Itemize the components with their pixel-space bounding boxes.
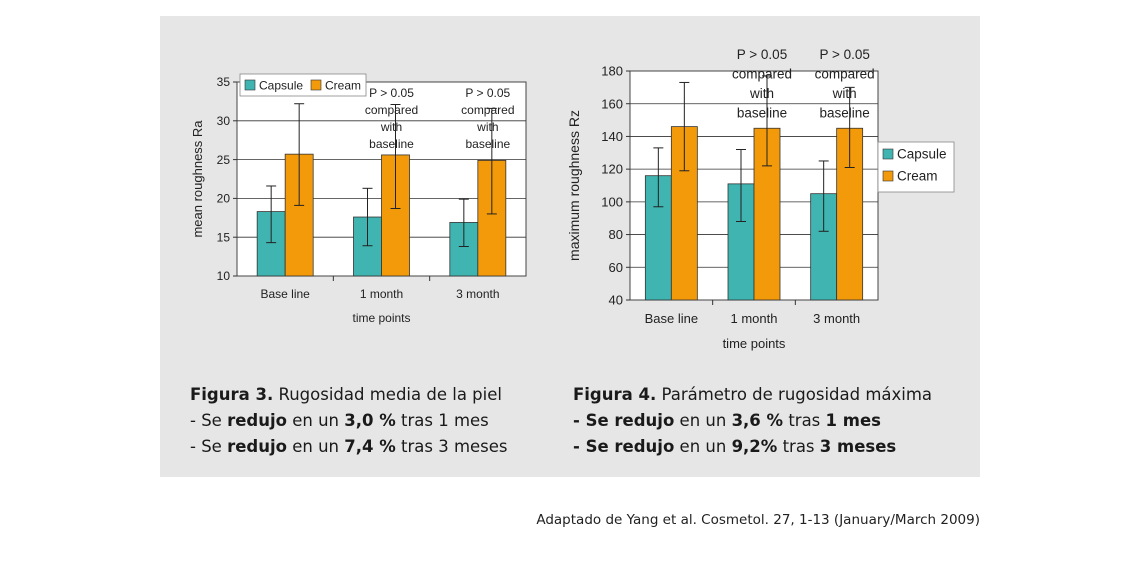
y-tick-label: 30: [217, 114, 231, 128]
y-tick-label: 180: [601, 64, 623, 79]
caption-text: en un: [674, 411, 732, 430]
annotation-text: P > 0.05: [465, 86, 510, 100]
caption-figure-3-line-1: - Se redujo en un 3,0 % tras 1 mes: [190, 408, 550, 434]
caption-figure-4: Figura 4. Parámetro de rugosidad máxima …: [573, 382, 963, 460]
annotation-text: with: [476, 120, 498, 134]
y-tick-label: 40: [609, 293, 623, 308]
y-tick-label: 10: [217, 269, 231, 283]
annotation-text: with: [380, 120, 402, 134]
caption-bold: 3 meses: [819, 437, 897, 456]
caption-bold: 7,4 %: [344, 437, 396, 456]
caption-figure-4-line-2: - Se redujo en un 9,2% tras 3 meses: [573, 434, 963, 460]
legend-swatch-cream: [882, 170, 894, 182]
y-tick-label: 20: [217, 192, 231, 206]
caption-figure-4-title-bold: Figura 4.: [573, 385, 657, 404]
caption-bold: - Se redujo: [573, 437, 675, 456]
y-tick-label: 80: [609, 227, 623, 242]
y-tick-label: 160: [601, 96, 623, 111]
annotation-text: baseline: [737, 106, 787, 121]
bar-capsule-base-line: [256, 211, 286, 277]
chart-mean-roughness-svg: 10 15 20 25 30 35 Base line 1 month 3 month P > 0…: [190, 73, 527, 325]
x-tick-label: Base line: [260, 287, 310, 301]
caption-text: tras: [783, 411, 826, 430]
caption-text: en un: [674, 437, 732, 456]
annotation-text: compared: [815, 67, 875, 82]
chart-maximum-roughness-svg: 40 60 80 100 120 140 160 180 Base line 1 month 3 m…: [566, 47, 955, 351]
legend-box: [239, 73, 367, 97]
caption-figure-3-title-bold: Figura 3.: [190, 385, 274, 404]
y-axis-title: maximum roughness Rz: [566, 110, 582, 261]
annotation-text: P > 0.05: [737, 47, 787, 62]
legend-swatch-capsule: [882, 148, 894, 160]
annotation-text: with: [832, 86, 857, 101]
legend-swatch-capsule: [244, 79, 256, 91]
x-axis-title: time points: [352, 311, 410, 325]
y-tick-label: 140: [601, 129, 623, 144]
chart-mean-roughness: 10 15 20 25 30 35 Base line 1 month 3 month P > 0…: [190, 70, 540, 330]
y-tick-label: 120: [601, 162, 623, 177]
x-axis-title: time points: [723, 336, 786, 351]
x-tick-label: 3 month: [813, 311, 860, 326]
caption-text: en un: [286, 411, 345, 430]
caption-figure-4-line-1: - Se redujo en un 3,6 % tras 1 mes: [573, 408, 963, 434]
caption-text: tras 1 mes: [395, 411, 489, 430]
caption-figure-3-title: Figura 3. Rugosidad media de la piel: [190, 382, 550, 408]
source-citation: Adaptado de Yang et al. Cosmetol. 27, 1-…: [536, 512, 980, 528]
x-tick-label: 1 month: [360, 287, 403, 301]
legend-label-cream: Cream: [897, 169, 938, 184]
legend-label-capsule: Capsule: [259, 79, 303, 93]
caption-text: tras: [777, 437, 820, 456]
caption-bold: 3,6 %: [731, 411, 784, 430]
annotation-text: P > 0.05: [369, 86, 414, 100]
caption-figure-4-title: Figura 4. Parámetro de rugosidad máxima: [573, 382, 963, 408]
caption-text: - Se: [190, 437, 228, 456]
caption-figure-3-line-2: - Se redujo en un 7,4 % tras 3 meses: [190, 434, 550, 460]
y-tick-label: 35: [217, 75, 231, 89]
caption-bold: - Se redujo: [573, 411, 675, 430]
caption-text: - Se: [190, 411, 228, 430]
caption-text: tras 3 meses: [395, 437, 508, 456]
annotation-text: compared: [732, 67, 792, 82]
caption-text: en un: [286, 437, 345, 456]
caption-bold: redujo: [227, 411, 287, 430]
annotation-text: P > 0.05: [819, 47, 869, 62]
caption-figure-4-title-rest: Parámetro de rugosidad máxima: [656, 385, 933, 404]
caption-figure-3-title-rest: Rugosidad media de la piel: [273, 385, 502, 404]
x-tick-label: Base line: [645, 311, 698, 326]
legend-label-cream: Cream: [325, 79, 361, 93]
y-tick-label: 60: [609, 260, 623, 275]
chart-maximum-roughness: 40 60 80 100 120 140 160 180 Base line 1 month 3 m…: [565, 40, 965, 360]
y-tick-label: 25: [217, 153, 231, 167]
annotation-text: compared: [365, 103, 418, 117]
y-tick-label: 15: [217, 230, 231, 244]
x-tick-label: 3 month: [456, 287, 499, 301]
caption-bold: redujo: [227, 437, 287, 456]
caption-bold: 1 mes: [825, 411, 881, 430]
bar-cream-base-line: [284, 153, 314, 277]
annotation-text: compared: [461, 103, 514, 117]
annotation-text: baseline: [465, 137, 510, 151]
caption-bold: 3,0 %: [344, 411, 396, 430]
legend-label-capsule: Capsule: [897, 147, 947, 162]
annotation-text: baseline: [369, 137, 414, 151]
caption-figure-3: Figura 3. Rugosidad media de la piel - S…: [190, 382, 550, 460]
y-axis-title: mean roughness Ra: [190, 120, 205, 238]
legend-swatch-cream: [310, 79, 322, 91]
annotation-text: baseline: [820, 106, 870, 121]
annotation-text: with: [749, 86, 774, 101]
caption-bold: 9,2%: [731, 437, 778, 456]
x-tick-label: 1 month: [731, 311, 778, 326]
y-tick-label: 100: [601, 194, 623, 209]
